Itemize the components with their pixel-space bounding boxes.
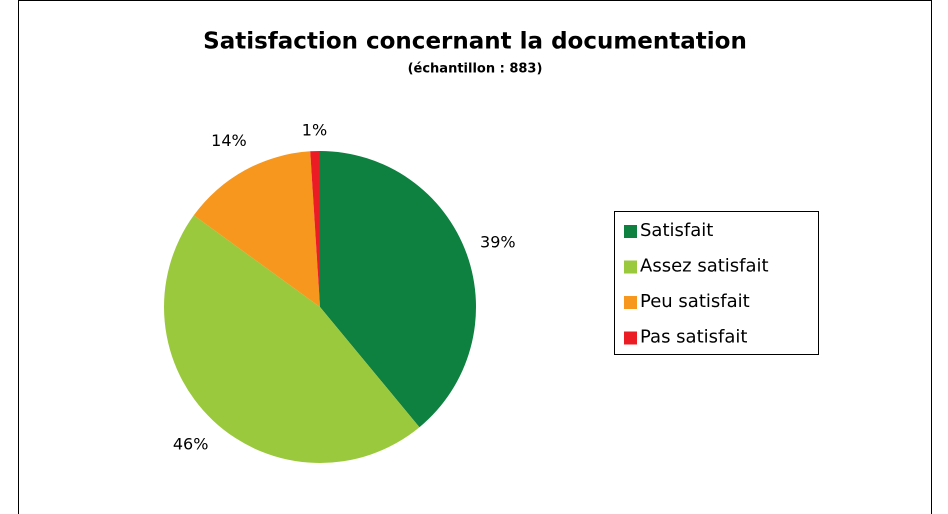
legend-swatch [624,260,637,274]
pie-slice [193,151,320,307]
legend-label: Satisfait [640,220,713,241]
data-label: 14% [211,131,247,150]
pie-slice [163,215,420,464]
legend-swatch [624,296,637,309]
pie-slice [310,151,320,307]
legend-swatch [624,225,637,238]
chart-subtitle: (échantillon : 883) [408,62,543,77]
data-label: 39% [480,232,516,251]
legend-swatch [624,331,637,345]
legend [614,211,819,355]
legend-label: Pas satisfait [640,327,747,348]
pie-slice [320,151,476,428]
chart-title: Satisfaction concernant la documentation [203,29,747,55]
data-label: 46% [173,434,209,453]
legend-label: Assez satisfait [640,256,769,277]
data-label: 1% [302,121,327,140]
legend-label: Peu satisfait [640,291,750,312]
